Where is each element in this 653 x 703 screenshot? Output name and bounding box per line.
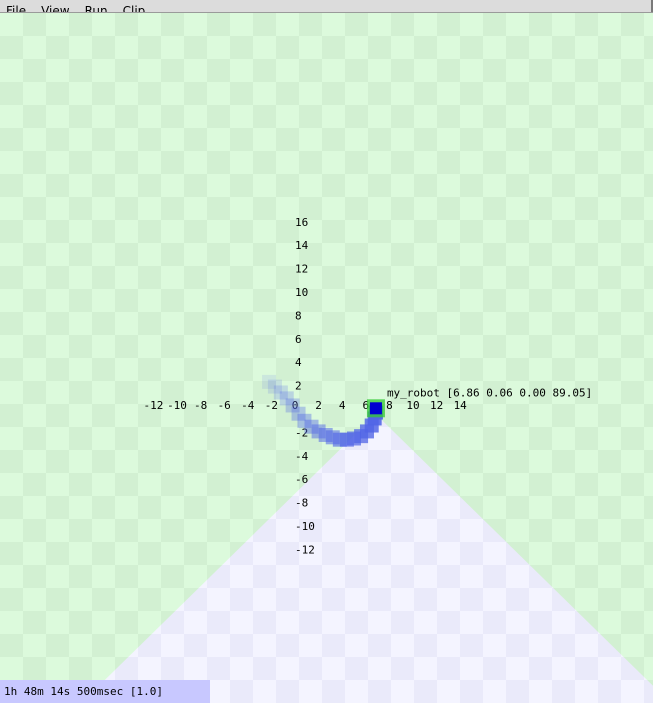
world-canvas[interactable]: -12 -10 -8 -6 -4 -2 0 2 4 6 8 10 12 14 16 14 12 10 8 6 4 2 -2… [0,13,653,703]
x-tick-label: 14 [454,399,468,412]
trail-mark [297,413,312,428]
y-tick-label: -4 [295,450,309,463]
status-bar: 1h 48m 14s 500msec [1.0] [0,680,210,703]
menu-view-rest: iew [49,4,70,13]
x-tick-label: 8 [386,399,393,412]
x-tick-label: 2 [315,399,322,412]
x-tick-label: 6 [362,399,369,412]
y-tick-label: -8 [295,497,308,510]
robot-body [369,402,382,415]
menu-bar: File View Run Clip [0,0,653,13]
menu-clip-mnemonic: C [122,4,131,13]
trail-mark [291,406,306,421]
trail-mark [304,419,319,434]
y-tick-label: 10 [295,286,308,299]
y-axis-labels: 16 14 12 10 8 6 4 2 -2 -4 -6 -8 -10 -12 [295,216,315,557]
x-tick-label: -8 [194,399,207,412]
y-tick-label: 14 [295,239,309,252]
menu-file-mnemonic: F [6,4,13,13]
menu-file[interactable]: File [0,4,35,13]
y-tick-label: -10 [295,520,315,533]
menu-view[interactable]: View [35,4,78,13]
x-tick-label: 12 [430,399,443,412]
trail-mark [279,391,294,406]
x-tick-label: -4 [241,399,255,412]
y-tick-label: 4 [295,356,302,369]
y-tick-label: -12 [295,543,315,556]
menu-run[interactable]: Run [79,4,117,13]
trail-mark [262,374,277,389]
x-tick-label: 10 [406,399,419,412]
menu-clip[interactable]: Clip [117,4,155,13]
y-tick-label: 12 [295,263,308,276]
world-view[interactable]: -12 -10 -8 -6 -4 -2 0 2 4 6 8 10 12 14 16 14 12 10 8 6 4 2 -2… [0,13,653,703]
y-tick-label: 2 [295,380,302,393]
y-tick-label: 8 [295,309,302,322]
x-tick-label: -2 [265,399,278,412]
menu-view-mnemonic: V [41,4,50,13]
y-tick-label: 16 [295,216,308,229]
menu-clip-rest: lip [131,4,146,13]
menu-run-mnemonic: R [84,4,93,13]
x-tick-label: -10 [167,399,187,412]
x-tick-label: 0 [292,399,299,412]
trail-mark [285,398,300,413]
y-tick-label: 6 [295,333,302,346]
trail-mark [273,385,288,400]
x-tick-label: 4 [339,399,346,412]
robot-label: my_robot [6.86 0.06 0.00 89.05] [387,386,592,399]
x-tick-label: -6 [218,399,231,412]
x-axis-labels: -12 -10 -8 -6 -4 -2 0 2 4 6 8 10 12 14 [143,399,467,412]
sensor-field-of-view [81,414,653,703]
y-tick-label: -6 [295,473,308,486]
x-tick-label: -12 [143,399,163,412]
menu-run-rest: un [92,4,108,13]
menu-file-rest: ile [12,4,27,13]
trail-mark [267,379,282,394]
y-tick-label: -2 [295,426,308,439]
robot[interactable] [366,399,385,418]
menu-bar-edge [651,0,653,12]
